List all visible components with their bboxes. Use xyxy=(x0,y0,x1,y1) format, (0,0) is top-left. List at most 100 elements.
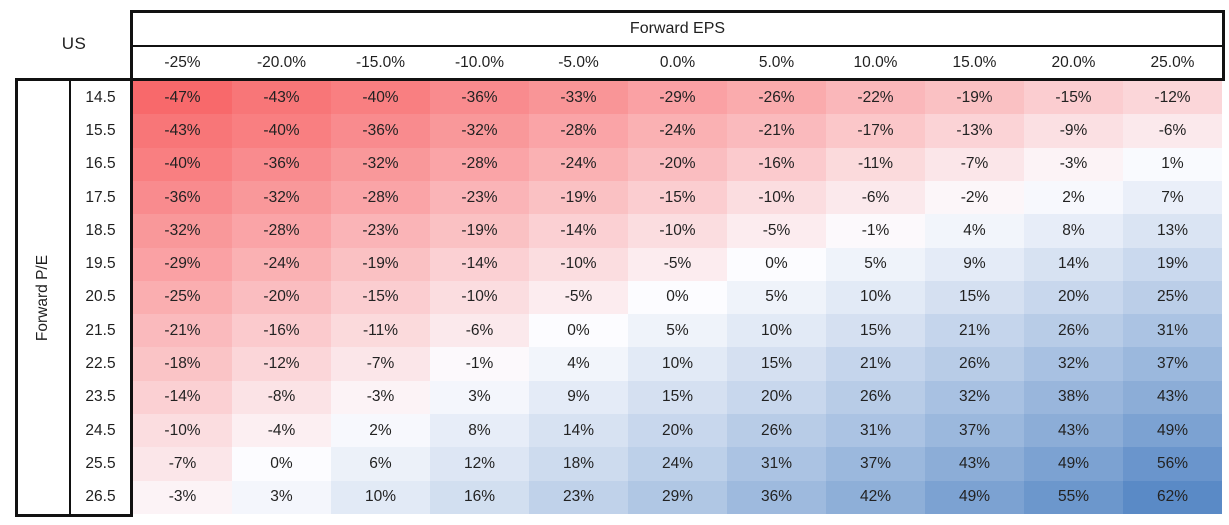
row-group-title-text: Forward P/E xyxy=(34,254,52,341)
row-header: 25.5 xyxy=(85,455,116,473)
row-group-title: Forward P/E xyxy=(18,81,71,514)
heatmap-cell: 0% xyxy=(628,280,727,315)
heatmap-cell: -40% xyxy=(232,114,331,148)
heatmap-cell: -32% xyxy=(430,114,529,148)
heatmap-cell: 19% xyxy=(1123,247,1222,281)
heatmap-cell: -4% xyxy=(232,414,331,448)
column-group-title: Forward EPS xyxy=(133,13,1222,47)
heatmap-cell: -32% xyxy=(331,147,430,181)
heatmap-cell: -11% xyxy=(826,147,925,181)
heatmap-cell: 6% xyxy=(331,447,430,481)
column-header: 0.0% xyxy=(659,53,696,71)
heatmap-cell: -28% xyxy=(232,214,331,248)
heatmap-cell: -1% xyxy=(826,214,925,248)
heatmap-cell: 5% xyxy=(826,247,925,281)
heatmap-cell: 26% xyxy=(826,380,925,415)
heatmap-cell: -2% xyxy=(925,180,1024,215)
heatmap-cell: -43% xyxy=(133,114,232,148)
heatmap-cell: 3% xyxy=(430,380,529,415)
heatmap-cell: -6% xyxy=(430,314,529,348)
heatmap-cell: 9% xyxy=(529,380,628,415)
heatmap-cell: -40% xyxy=(133,147,232,181)
heatmap-cell: 5% xyxy=(727,280,826,315)
heatmap-cell: 2% xyxy=(331,414,430,448)
heatmap-cell: -40% xyxy=(331,81,430,115)
heatmap-cell: 12% xyxy=(430,447,529,481)
heatmap-cell: -20% xyxy=(232,280,331,315)
heatmap-cell: 10% xyxy=(628,347,727,381)
row-header: 26.5 xyxy=(85,488,116,506)
heatmap-cell: -25% xyxy=(133,280,232,315)
heatmap-cell: -3% xyxy=(1024,147,1123,181)
heatmap-cell: 21% xyxy=(925,314,1024,348)
heatmap-cell: 43% xyxy=(1123,380,1222,415)
heatmap-cell: -29% xyxy=(133,247,232,281)
heatmap-cell: -5% xyxy=(727,214,826,248)
heatmap-cell: 26% xyxy=(727,414,826,448)
column-headers: -25% -20.0% -15.0% -10.0% -5.0% 0.0% 5.0% 10.0%… xyxy=(133,47,1222,78)
row-header: 16.5 xyxy=(85,155,116,173)
column-header: -5.0% xyxy=(558,53,599,71)
heatmap-cell: 49% xyxy=(925,480,1024,514)
heatmap-cell: 32% xyxy=(1024,347,1123,381)
heatmap-cell: -29% xyxy=(628,81,727,115)
heatmap-cell: 14% xyxy=(529,414,628,448)
heatmap-cell: 10% xyxy=(727,314,826,348)
heatmap-cell: -7% xyxy=(133,447,232,481)
heatmap-cell: 23% xyxy=(529,480,628,514)
row-header: 21.5 xyxy=(85,321,116,339)
heatmap-cell: 42% xyxy=(826,480,925,514)
heatmap-cell: -26% xyxy=(727,81,826,115)
heatmap-cell: -15% xyxy=(1024,81,1123,115)
heatmap-cell: -19% xyxy=(331,247,430,281)
heatmap-cell: 8% xyxy=(1024,214,1123,248)
heatmap-cell: 37% xyxy=(1123,347,1222,381)
heatmap-cell: -24% xyxy=(529,147,628,181)
heatmap-cell: 7% xyxy=(1123,180,1222,215)
row-headers: 14.5 15.5 16.5 17.5 18.5 19.5 20.5 21.5 22.5 23.5… xyxy=(71,81,130,514)
heatmap-cell: 3% xyxy=(232,480,331,514)
column-header-block: Forward EPS -25% -20.0% -15.0% -10.0% -5.0% 0… xyxy=(130,10,1225,81)
heatmap-cell: -23% xyxy=(430,180,529,215)
heatmap-cell: 0% xyxy=(529,314,628,348)
column-header: -25% xyxy=(164,53,201,71)
heatmap-cell: -21% xyxy=(727,114,826,148)
heatmap-cell: -24% xyxy=(232,247,331,281)
heatmap-cell: 2% xyxy=(1024,180,1123,215)
heatmap-cell: 15% xyxy=(628,380,727,415)
row-header: 19.5 xyxy=(85,255,116,273)
heatmap-cell: 62% xyxy=(1123,480,1222,514)
heatmap-cell: 10% xyxy=(331,480,430,514)
heatmap-cell: -22% xyxy=(826,81,925,115)
heatmap-cell: -16% xyxy=(727,147,826,181)
heatmap-cell: -10% xyxy=(133,414,232,448)
heatmap-cell: 1% xyxy=(1123,147,1222,181)
heatmap-cell: -18% xyxy=(133,347,232,381)
heatmap-cell: -14% xyxy=(529,214,628,248)
column-header: -15.0% xyxy=(355,53,406,71)
heatmap-cell: 8% xyxy=(430,414,529,448)
heatmap-cell: 37% xyxy=(925,414,1024,448)
heatmap-cell: 4% xyxy=(925,214,1024,248)
heatmap-cell: 36% xyxy=(727,480,826,514)
heatmap-cell: 0% xyxy=(727,247,826,281)
heatmap-cell: -19% xyxy=(925,81,1024,115)
heatmap-cell: -36% xyxy=(430,81,529,115)
heatmap-cell: 15% xyxy=(925,280,1024,315)
heatmap-cell: -16% xyxy=(232,314,331,348)
heatmap-cell: -8% xyxy=(232,380,331,415)
heatmap-cell: -36% xyxy=(331,114,430,148)
heatmap-cell: 32% xyxy=(925,380,1024,415)
heatmap-cell: -19% xyxy=(430,214,529,248)
heatmap-cell: -9% xyxy=(1024,114,1123,148)
heatmap-cell: 26% xyxy=(1024,314,1123,348)
heatmap-cell: -19% xyxy=(529,180,628,215)
column-header: 25.0% xyxy=(1150,53,1195,71)
heatmap-cell: -15% xyxy=(628,180,727,215)
heatmap-cell: 38% xyxy=(1024,380,1123,415)
heatmap-cell: -10% xyxy=(727,180,826,215)
heatmap-cell: 4% xyxy=(529,347,628,381)
row-header: 15.5 xyxy=(85,121,116,139)
heatmap-cell: 31% xyxy=(826,414,925,448)
heatmap-cell: -14% xyxy=(430,247,529,281)
